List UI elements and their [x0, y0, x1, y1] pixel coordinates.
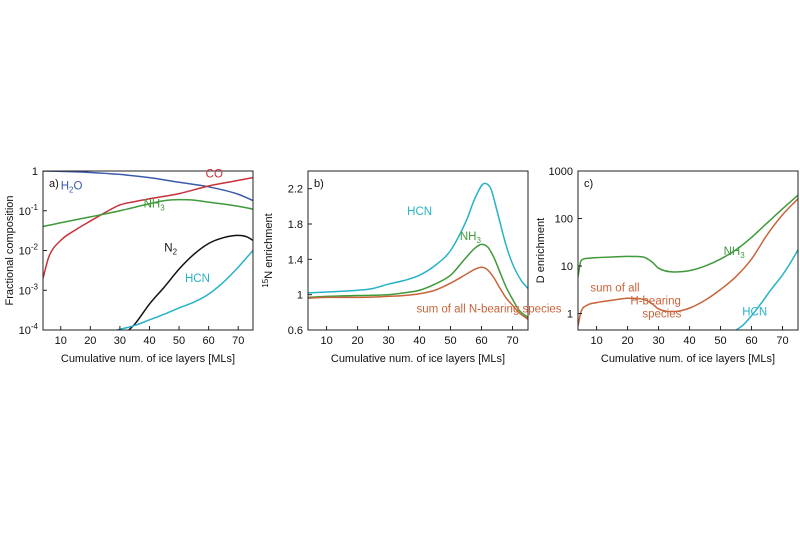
y-tick-label: 1.8 — [288, 219, 303, 231]
series-label-hcn: HCN — [185, 273, 210, 285]
panel-label: b) — [314, 178, 324, 190]
y-tick-label: 10-2 — [19, 243, 39, 258]
x-tick-label: 50 — [444, 335, 456, 347]
chart-panel-1: 10 20 30 40 50 60 70 1 10-1 10-2 10-3 10-4 Cumulativ… — [4, 166, 254, 365]
series-line-hcn — [116, 250, 253, 330]
x-tick-label: 50 — [714, 335, 726, 347]
panel-label: a) — [49, 178, 59, 190]
x-tick-label: 70 — [232, 335, 244, 347]
axes-box — [307, 170, 529, 331]
series-label-nh3: NH3 — [144, 199, 166, 213]
y-tick-label: 100 — [555, 214, 573, 226]
y-axis-label: D enrichment — [535, 218, 547, 283]
series-label-co: CO — [206, 169, 223, 181]
y-tick-label: 1.4 — [288, 254, 303, 266]
series-label-sum-line3: species — [642, 309, 681, 321]
y-tick-label: 1 — [297, 290, 303, 302]
series-line-n2 — [128, 234, 253, 330]
y-tick-label: 10-1 — [19, 203, 39, 218]
x-tick-label: 20 — [351, 335, 363, 347]
x-tick-label: 40 — [413, 335, 425, 347]
y-tick-label: 1 — [32, 166, 38, 178]
y-tick-label: 2.2 — [288, 184, 303, 196]
series-label-n2: N2 — [164, 242, 177, 256]
x-tick-label: 70 — [776, 335, 788, 347]
x-tick-label: 40 — [143, 335, 155, 347]
series-line-nh3 — [578, 194, 798, 277]
x-axis-label: Cumulative num. of ice layers [MLs] — [601, 353, 775, 365]
series-line-sum — [308, 266, 528, 320]
series-line-co — [43, 176, 253, 279]
x-tick-label: 40 — [683, 335, 695, 347]
series-line-hcn — [308, 182, 528, 294]
x-tick-label: 30 — [652, 335, 664, 347]
y-tick-label: 0.6 — [288, 325, 303, 337]
x-axis-label: Cumulative num. of ice layers [MLs] — [331, 353, 505, 365]
x-tick-label: 70 — [506, 335, 518, 347]
x-axis-label: Cumulative num. of ice layers [MLs] — [61, 353, 235, 365]
series-line-sum — [578, 198, 798, 327]
chart-panel-2: 10 20 30 40 50 60 70 0.6 1 1.4 1.8 2.2 Cumulative nu… — [261, 170, 562, 365]
y-tick-label: 10-3 — [19, 282, 39, 297]
series-label-hcn: HCN — [407, 206, 432, 218]
y-axis-label: Fractional composition — [4, 195, 16, 305]
x-tick-label: 10 — [320, 335, 332, 347]
series-label-h2o: H2O — [61, 181, 83, 195]
x-tick-label: 10 — [55, 335, 67, 347]
x-tick-label: 20 — [621, 335, 633, 347]
series-line-hcn — [735, 249, 798, 330]
x-tick-label: 30 — [114, 335, 126, 347]
series-line-h2o — [43, 171, 253, 202]
y-tick-label: 1000 — [549, 166, 573, 178]
series-line-nh3 — [43, 198, 253, 228]
series-label-sum-line2: H-bearing — [630, 296, 681, 308]
x-tick-label: 60 — [475, 335, 487, 347]
y-tick-label: 10 — [561, 261, 573, 273]
axes-box — [577, 170, 799, 331]
y-tick-label: 1 — [567, 309, 573, 321]
series-line-nh3 — [308, 243, 528, 319]
series-label-hcn: HCN — [742, 307, 767, 319]
x-tick-label: 20 — [84, 335, 96, 347]
y-tick-label: 10-4 — [19, 322, 39, 337]
x-tick-label: 60 — [203, 335, 215, 347]
series-label-nh3: NH3 — [460, 231, 482, 245]
series-label-sum: sum of all N-bearing species — [416, 303, 561, 315]
y-axis-label: 15N enrichment — [261, 213, 275, 287]
chart-panel-3: 10 20 30 40 50 60 70 1 10 100 1000 Cumulative num. … — [535, 166, 799, 365]
series-label-sum: sum of all — [590, 283, 639, 295]
series-label-nh3: NH3 — [724, 246, 746, 260]
x-tick-label: 60 — [745, 335, 757, 347]
panel-label: c) — [584, 178, 593, 190]
x-tick-label: 30 — [382, 335, 394, 347]
x-tick-label: 10 — [590, 335, 602, 347]
x-tick-label: 50 — [173, 335, 185, 347]
